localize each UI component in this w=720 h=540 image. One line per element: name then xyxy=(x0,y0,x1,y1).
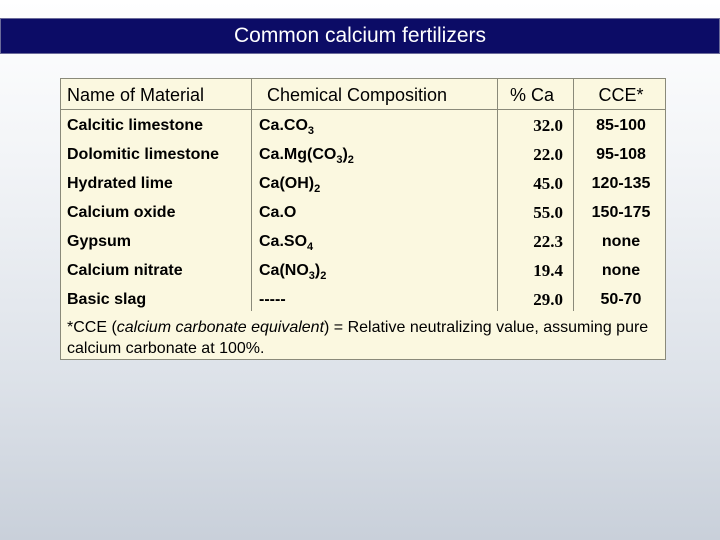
chemical-formula: Ca(OH)2 xyxy=(259,175,321,195)
column-divider xyxy=(251,79,252,311)
chemical-formula: Ca(NO3)2 xyxy=(259,262,327,282)
cce-value: 120-135 xyxy=(591,175,651,192)
material-name: Gypsum xyxy=(67,233,132,250)
footnote-suffix: ) = Relative neutralizing value, assumin… xyxy=(67,319,649,357)
cce-value: 50-70 xyxy=(600,291,642,308)
cce-value: 85-100 xyxy=(596,117,646,134)
ca-percent: 22.3 xyxy=(533,232,563,251)
material-name: Calcium nitrate xyxy=(67,262,183,279)
table-row: Gypsum Ca.SO4 22.3 none xyxy=(61,227,665,256)
chemical-formula: ----- xyxy=(259,291,286,308)
cce-value: 150-175 xyxy=(591,204,651,221)
material-name: Basic slag xyxy=(67,291,147,308)
material-name: Dolomitic limestone xyxy=(67,146,220,163)
table-row: Basic slag ----- 29.0 50-70 xyxy=(61,285,665,314)
column-divider xyxy=(497,79,498,311)
footnote: *CCE (calcium carbonate equivalent) = Re… xyxy=(67,317,657,359)
chemical-formula: Ca.Mg(CO3)2 xyxy=(259,146,354,166)
table-row: Calcium oxide Ca.O 55.0 150-175 xyxy=(61,198,665,227)
header-name: Name of Material xyxy=(67,85,205,105)
ca-percent: 32.0 xyxy=(533,116,563,135)
footnote-prefix: *CCE ( xyxy=(67,319,117,336)
cce-value: none xyxy=(601,262,641,279)
footnote-italic: calcium carbonate equivalent xyxy=(116,319,325,336)
material-name: Calcium oxide xyxy=(67,204,176,221)
table-row: Hydrated lime Ca(OH)2 45.0 120-135 xyxy=(61,169,665,198)
chemical-formula: Ca.SO4 xyxy=(259,233,314,253)
header-composition: Chemical Composition xyxy=(267,85,448,105)
cce-value: 95-108 xyxy=(596,146,646,163)
column-divider xyxy=(573,79,574,311)
header-cce: CCE* xyxy=(598,85,644,105)
ca-percent: 19.4 xyxy=(533,261,563,280)
table-row: Calcium nitrate Ca(NO3)2 19.4 none xyxy=(61,256,665,285)
header-ca-percent: % Ca xyxy=(509,85,554,105)
cce-value: none xyxy=(601,233,641,250)
ca-percent: 45.0 xyxy=(533,174,563,193)
chemical-formula: Ca.O xyxy=(259,204,297,221)
material-name: Hydrated lime xyxy=(67,175,173,192)
table-row: Dolomitic limestone Ca.Mg(CO3)2 22.0 95-108 xyxy=(61,140,665,169)
ca-percent: 22.0 xyxy=(533,145,563,164)
table-header-row: Name of Material Chemical Composition % … xyxy=(61,79,665,110)
table-row: Calcitic limestone Ca.CO3 32.0 85-100 xyxy=(61,111,665,140)
slide-title: Common calcium fertilizers xyxy=(0,18,720,54)
ca-percent: 55.0 xyxy=(533,203,563,222)
ca-percent: 29.0 xyxy=(533,290,563,309)
fertilizer-table: Name of Material Chemical Composition % … xyxy=(60,78,666,360)
material-name: Calcitic limestone xyxy=(67,117,204,134)
chemical-formula: Ca.CO3 xyxy=(259,117,315,137)
